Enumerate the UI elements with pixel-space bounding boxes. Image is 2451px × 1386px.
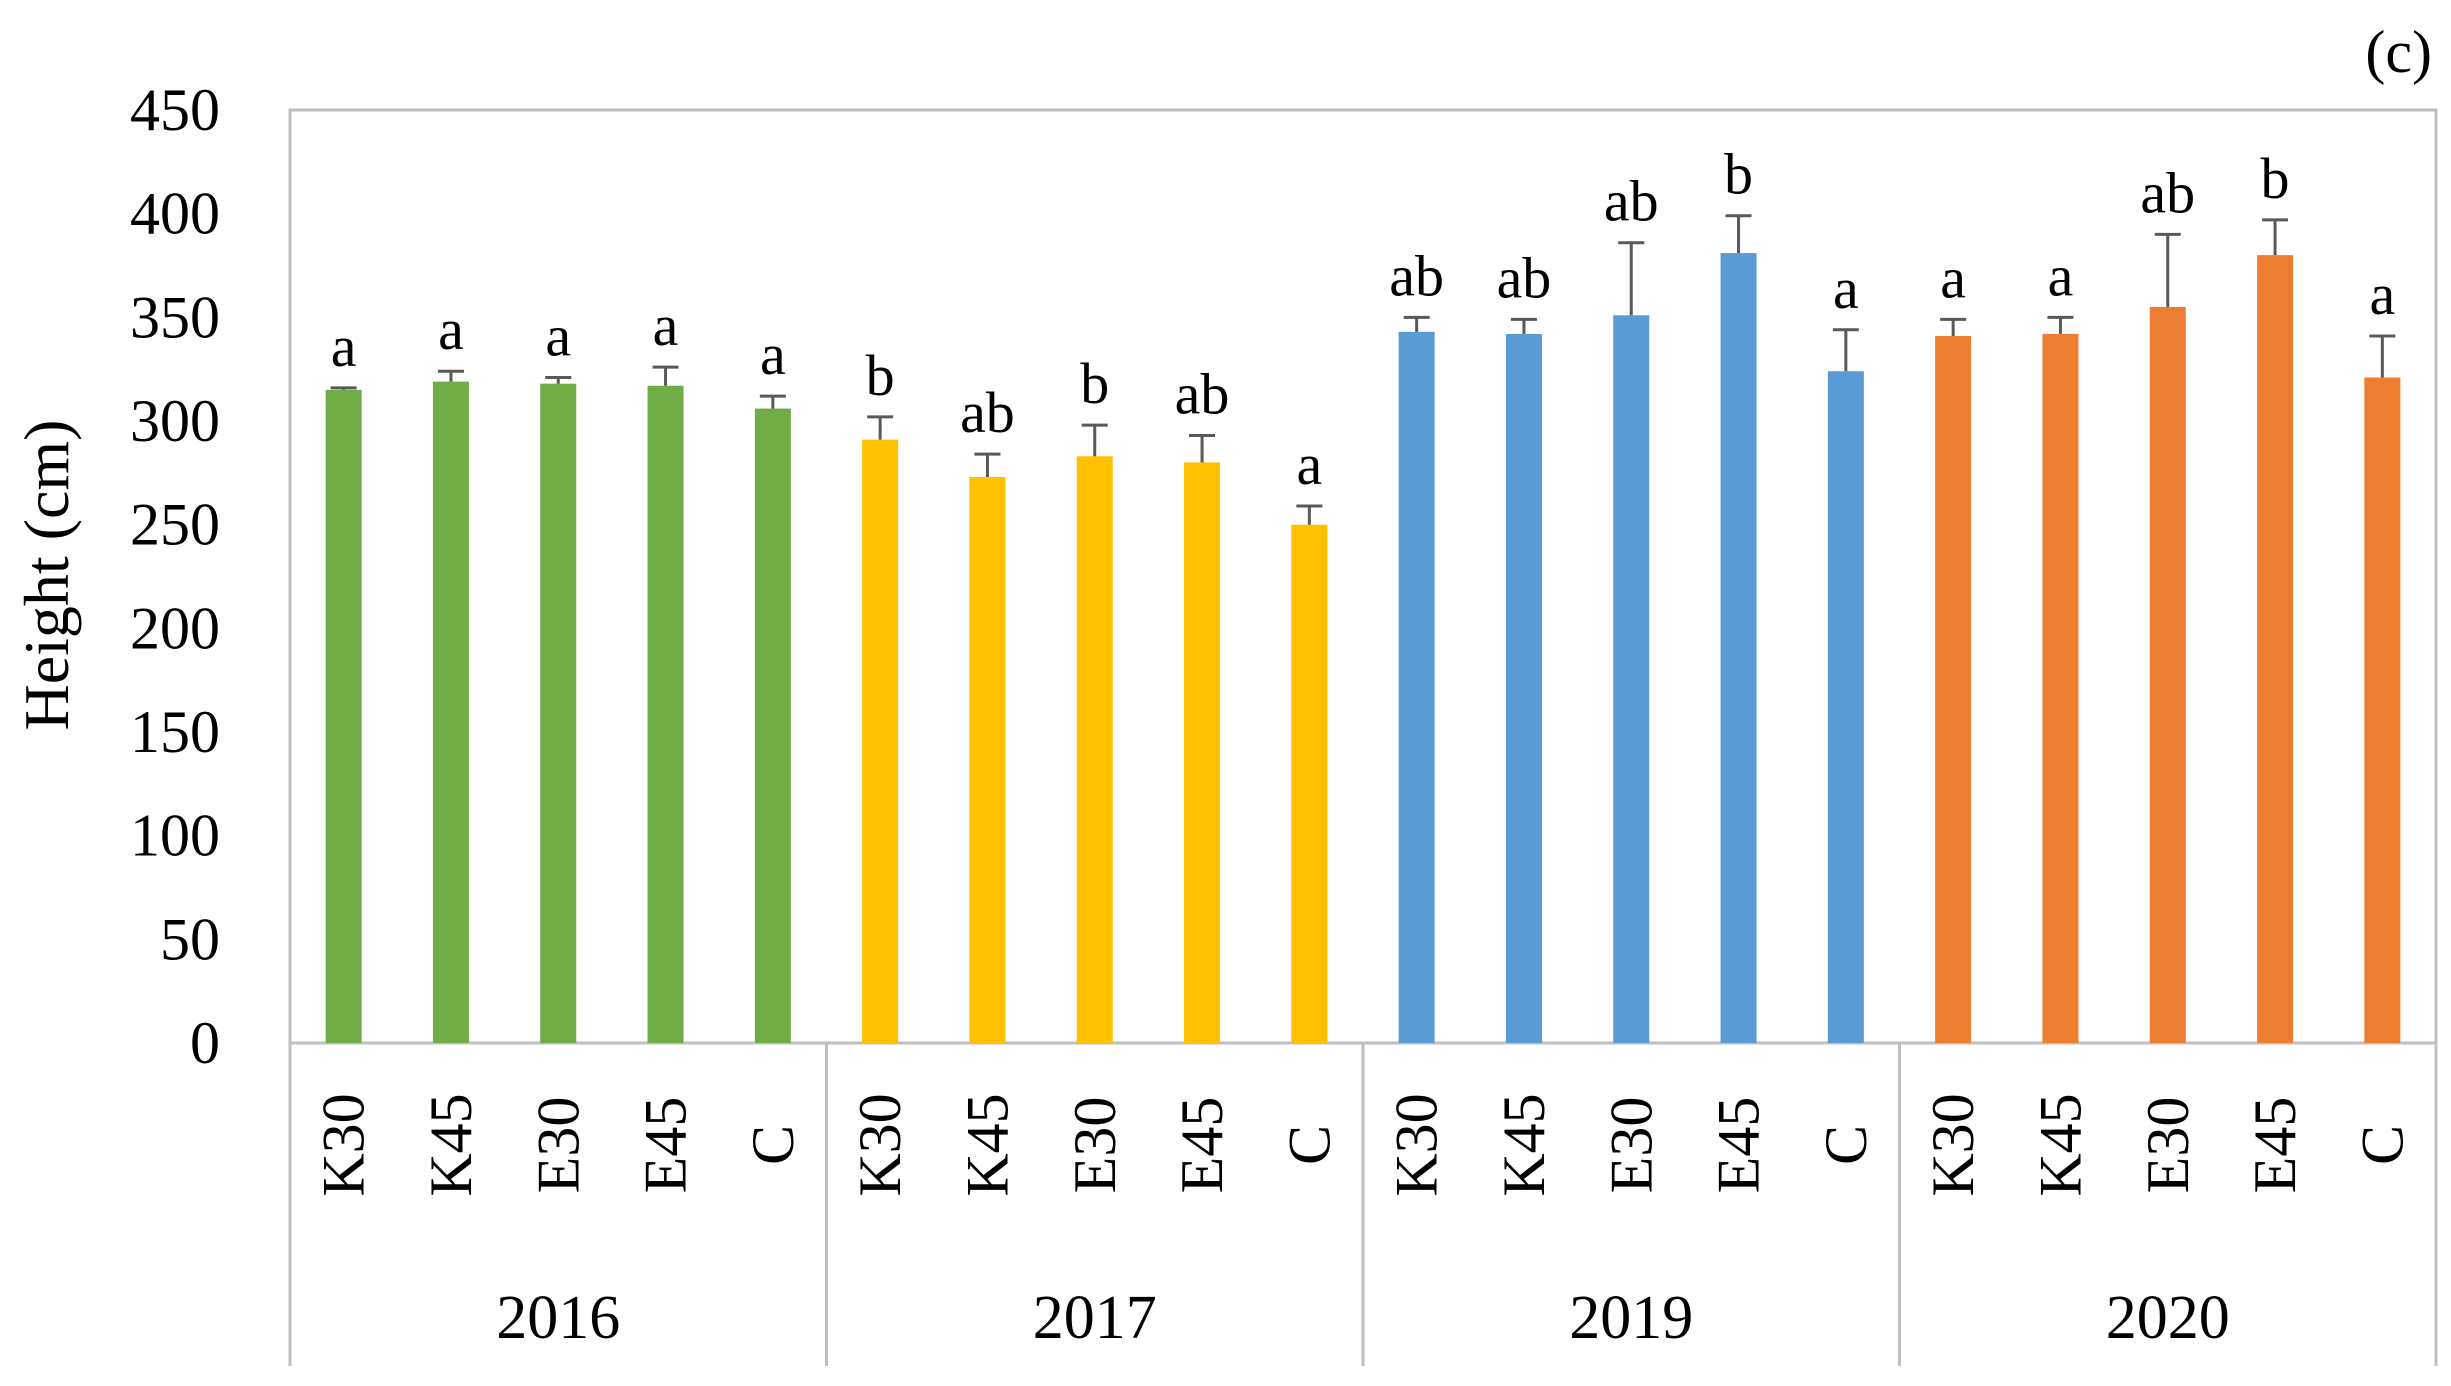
significance-label: b bbox=[1080, 351, 1109, 416]
significance-label: a bbox=[2048, 243, 2074, 308]
bar-2019-K45 bbox=[1505, 333, 1542, 1043]
plot-border bbox=[288, 108, 2438, 1045]
significance-label: a bbox=[438, 297, 464, 362]
category-label: K30 bbox=[1920, 1093, 1986, 1196]
significance-label: a bbox=[653, 293, 679, 358]
significance-label: a bbox=[760, 322, 786, 387]
bar-2017-K45 bbox=[969, 476, 1006, 1044]
y-tick-label: 100 bbox=[130, 803, 220, 869]
bar-2016-E30 bbox=[540, 383, 577, 1043]
bar-2016-E45 bbox=[647, 385, 684, 1044]
bar-2016-C bbox=[754, 408, 791, 1043]
category-label: E45 bbox=[633, 1097, 699, 1194]
significance-label: b bbox=[866, 343, 895, 408]
significance-label: ab bbox=[2140, 160, 2195, 225]
bar-2019-C bbox=[1827, 371, 1864, 1043]
significance-label: ab bbox=[1604, 169, 1659, 234]
category-label: K45 bbox=[418, 1093, 484, 1196]
panel-label: (c) bbox=[2365, 19, 2432, 85]
category-label: C bbox=[2349, 1125, 2415, 1165]
bar-series bbox=[325, 253, 2401, 1044]
significance-label: ab bbox=[1175, 362, 1230, 427]
y-tick-label: 0 bbox=[190, 1010, 220, 1076]
category-label: E45 bbox=[2242, 1097, 2308, 1194]
significance-label: a bbox=[545, 303, 571, 368]
bar-2016-K45 bbox=[432, 381, 469, 1043]
bar-2020-K30 bbox=[1935, 335, 1972, 1043]
significance-label: a bbox=[1940, 245, 1966, 310]
category-label: K45 bbox=[1491, 1093, 1557, 1196]
y-axis-title: Height (cm) bbox=[11, 420, 82, 731]
bar-2017-K30 bbox=[862, 439, 899, 1043]
x-axis-categories: K30 K45 E30 E45 C K30 K45 E30 E45 C K30 K45 E30 E45 C K… bbox=[311, 1093, 2416, 1196]
y-tick-label: 300 bbox=[130, 388, 220, 454]
category-label: K30 bbox=[1384, 1093, 1450, 1196]
bar-2020-C bbox=[2364, 377, 2401, 1044]
significance-label: ab bbox=[960, 380, 1015, 445]
y-tick-label: 150 bbox=[130, 699, 220, 765]
bar-2016-K30 bbox=[325, 389, 362, 1043]
bar-2017-E45 bbox=[1184, 462, 1221, 1043]
category-label: E30 bbox=[2135, 1097, 2201, 1194]
category-label: E45 bbox=[1706, 1097, 1772, 1194]
group-label-2019: 2019 bbox=[1569, 1284, 1693, 1352]
error-bars bbox=[330, 214, 2396, 525]
bar-2019-E30 bbox=[1613, 315, 1650, 1043]
category-label: E45 bbox=[1169, 1097, 1235, 1194]
category-label: K30 bbox=[847, 1093, 913, 1196]
significance-label: ab bbox=[1497, 245, 1552, 310]
group-label-2017: 2017 bbox=[1033, 1284, 1157, 1352]
category-label: C bbox=[1276, 1125, 1342, 1165]
y-axis: 0 50 100 150 200 250 300 350 400 450 bbox=[130, 77, 220, 1076]
category-label: K45 bbox=[954, 1093, 1020, 1196]
bar-2020-K45 bbox=[2042, 333, 2079, 1043]
y-tick-label: 200 bbox=[130, 595, 220, 661]
y-tick-label: 350 bbox=[130, 284, 220, 350]
y-tick-label: 450 bbox=[130, 77, 220, 143]
y-tick-label: 400 bbox=[130, 181, 220, 247]
significance-label: a bbox=[331, 314, 357, 379]
bar-2020-E45 bbox=[2257, 255, 2294, 1044]
significance-label: a bbox=[2369, 262, 2395, 327]
category-label: E30 bbox=[1062, 1097, 1128, 1194]
category-label: E30 bbox=[525, 1097, 591, 1194]
significance-label: b bbox=[2261, 146, 2290, 211]
bar-2017-C bbox=[1291, 524, 1328, 1043]
x-axis-groups: 2016 2017 2019 2020 bbox=[496, 1043, 2230, 1366]
category-label: C bbox=[1813, 1125, 1879, 1165]
significance-label: b bbox=[1724, 142, 1753, 207]
group-label-2020: 2020 bbox=[2106, 1284, 2230, 1352]
category-label: K30 bbox=[311, 1093, 377, 1196]
category-label: C bbox=[740, 1125, 806, 1165]
group-label-2016: 2016 bbox=[496, 1284, 620, 1352]
category-label: K45 bbox=[2027, 1093, 2093, 1196]
bar-2019-E45 bbox=[1720, 253, 1757, 1043]
significance-label: a bbox=[1833, 256, 1859, 321]
bar-2019-K30 bbox=[1398, 331, 1435, 1043]
bar-2017-E30 bbox=[1076, 456, 1113, 1043]
significance-label: ab bbox=[1389, 243, 1444, 308]
y-tick-label: 50 bbox=[160, 906, 220, 972]
bar-2020-E30 bbox=[2149, 306, 2186, 1043]
significance-label: a bbox=[1296, 432, 1322, 497]
category-label: E30 bbox=[1598, 1097, 1664, 1194]
y-tick-label: 250 bbox=[130, 492, 220, 558]
